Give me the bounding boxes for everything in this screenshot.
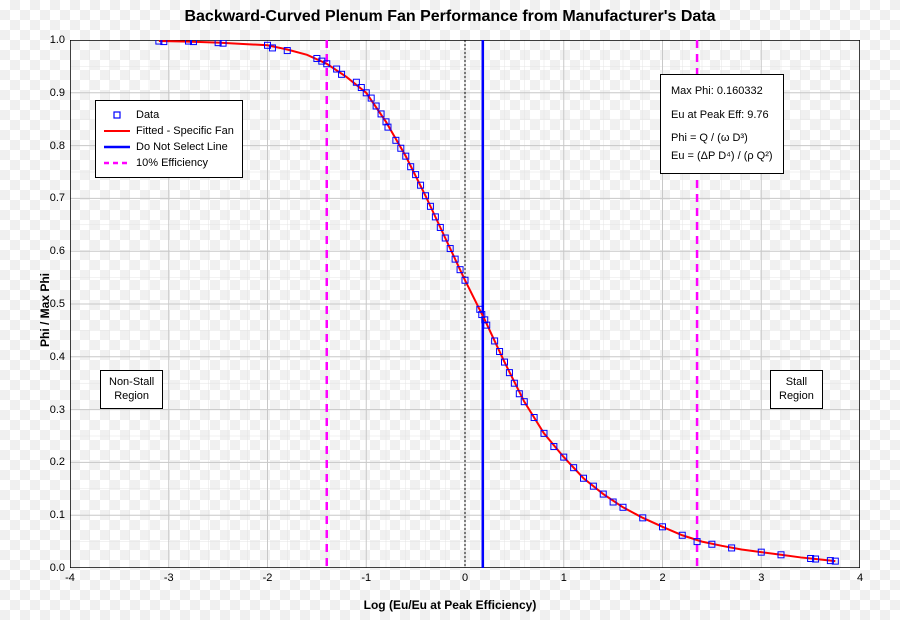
y-tick-label: 0.3: [50, 404, 65, 416]
y-tick-label: 0.1: [50, 509, 65, 521]
info-line: Phi = Q / (ω D³): [671, 130, 773, 148]
x-tick-label: 2: [659, 572, 665, 584]
info-line: Eu = (ΔP D⁴) / (ρ Q²): [671, 148, 773, 166]
x-axis-label: Log (Eu/Eu at Peak Efficiency): [0, 598, 900, 612]
info-line: Max Phi: 0.160332: [671, 83, 773, 101]
y-tick-label: 0.6: [50, 245, 65, 257]
region-nonstall: Non-Stall Region: [100, 370, 163, 409]
legend-item-dns: Do Not Select Line: [104, 139, 234, 155]
x-tick-label: 0: [462, 572, 468, 584]
info-line: Eu at Peak Eff: 9.76: [671, 107, 773, 125]
x-tick-label: -1: [361, 572, 371, 584]
legend-label: Do Not Select Line: [136, 141, 228, 153]
x-tick-label: -4: [65, 572, 75, 584]
y-tick-label: 0.8: [50, 140, 65, 152]
x-tick-label: -2: [263, 572, 273, 584]
legend-label: Fitted - Specific Fan: [136, 125, 234, 137]
legend-label: Data: [136, 109, 159, 121]
info-box: Max Phi: 0.160332 Eu at Peak Eff: 9.76 P…: [660, 74, 784, 174]
y-tick-label: 0.2: [50, 456, 65, 468]
legend-item-eff: 10% Efficiency: [104, 155, 234, 171]
y-tick-label: 0.9: [50, 87, 65, 99]
x-tick-label: 1: [561, 572, 567, 584]
y-tick-label: 0.7: [50, 192, 65, 204]
legend-label: 10% Efficiency: [136, 157, 208, 169]
region-stall: Stall Region: [770, 370, 823, 409]
legend-item-data: Data: [104, 107, 234, 123]
x-tick-label: -3: [164, 572, 174, 584]
region-label: Non-Stall: [109, 375, 154, 389]
legend: Data Fitted - Specific Fan Do Not Select…: [95, 100, 243, 178]
region-label: Region: [779, 389, 814, 403]
region-label: Region: [109, 389, 154, 403]
y-tick-label: 0.4: [50, 351, 65, 363]
chart-title: Backward-Curved Plenum Fan Performance f…: [0, 8, 900, 26]
y-tick-label: 0.5: [50, 298, 65, 310]
legend-item-fitted: Fitted - Specific Fan: [104, 123, 234, 139]
y-tick-label: 0.0: [50, 562, 65, 574]
y-tick-label: 1.0: [50, 34, 65, 46]
region-label: Stall: [779, 375, 814, 389]
x-tick-label: 3: [758, 572, 764, 584]
x-tick-label: 4: [857, 572, 863, 584]
y-axis-label: Phi / Max Phi: [38, 273, 52, 347]
